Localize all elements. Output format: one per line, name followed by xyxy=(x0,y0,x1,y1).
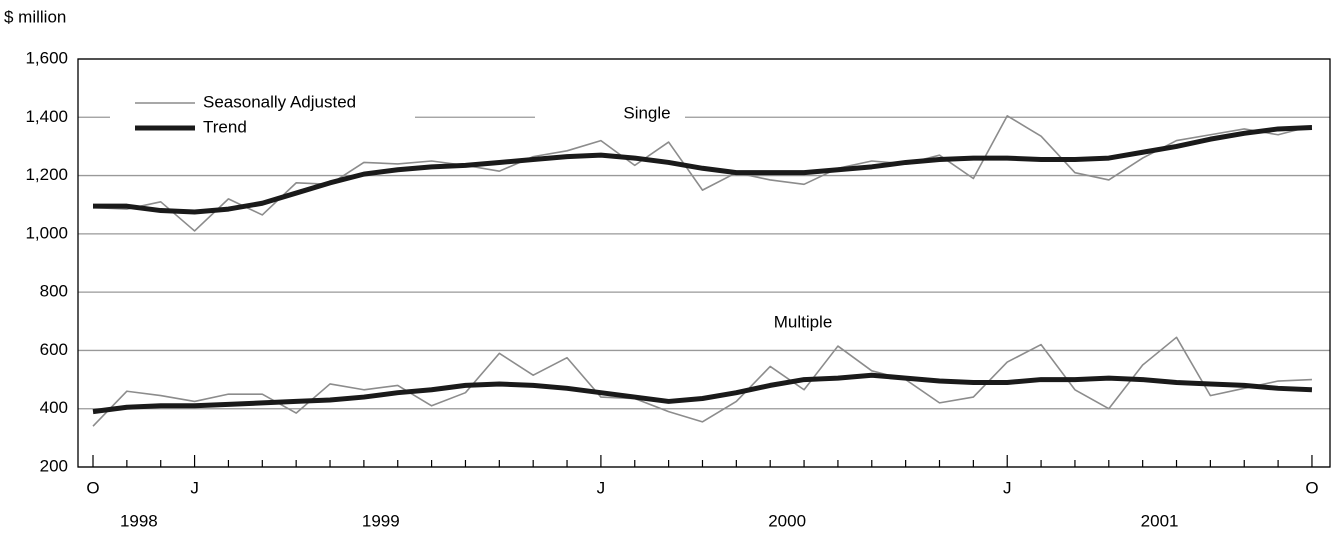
x-tick-label: J xyxy=(190,478,199,497)
y-tick-label: 1,400 xyxy=(25,107,68,126)
series-line xyxy=(92,336,1312,427)
y-tick-label: 200 xyxy=(40,456,68,475)
x-tick-label: J xyxy=(597,478,606,497)
annotation: Multiple xyxy=(774,312,833,331)
legend-background xyxy=(110,88,415,148)
legend-label: Trend xyxy=(203,117,247,136)
year-label: 1998 xyxy=(120,511,158,530)
annotation: Single xyxy=(623,103,670,122)
x-tick-label: J xyxy=(1003,478,1012,497)
y-tick-label: 1,200 xyxy=(25,165,68,184)
y-tick-label: 800 xyxy=(40,282,68,301)
year-label: 1999 xyxy=(362,511,400,530)
series-line xyxy=(93,124,1313,215)
y-tick-label: 400 xyxy=(40,398,68,417)
series-line xyxy=(92,372,1313,415)
legend-label: Seasonally Adjusted xyxy=(203,92,356,111)
y-tick-label: 1,600 xyxy=(25,48,68,67)
y-tick-label: 1,000 xyxy=(25,223,68,242)
year-label: 2001 xyxy=(1141,511,1179,530)
plot-frame xyxy=(77,58,1331,468)
y-axis-label: $ million xyxy=(4,7,66,26)
x-tick-label: O xyxy=(1305,478,1318,497)
y-tick-label: 600 xyxy=(40,340,68,359)
annotation-background xyxy=(535,100,685,130)
year-label: 2000 xyxy=(768,511,806,530)
series-line xyxy=(92,115,1313,232)
x-tick-label: O xyxy=(86,478,99,497)
